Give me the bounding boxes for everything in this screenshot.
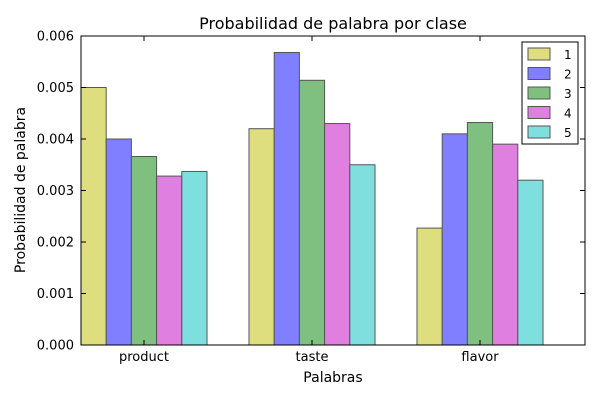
y-tick-label: 0.003 <box>37 184 74 199</box>
y-tick-label: 0.005 <box>37 81 74 96</box>
y-tick-label: 0.006 <box>37 30 74 45</box>
bar-flavor-series-4 <box>492 143 519 346</box>
legend-swatch-5 <box>527 125 551 139</box>
legend-swatch-2 <box>527 67 551 80</box>
y-tick-label: 0.001 <box>37 287 74 302</box>
bar-taste-series-3 <box>298 79 326 346</box>
bar-flavor-series-2 <box>441 133 468 346</box>
y-axis: 0.000 0.001 0.002 0.003 0.004 0.005 0.006 <box>37 30 585 354</box>
bar-product-series-1 <box>80 87 107 346</box>
bar-taste-series-1 <box>248 128 275 346</box>
bar-flavor-series-3 <box>466 122 494 346</box>
chart-title: Probabilidad de palabra por clase <box>199 14 467 33</box>
y-tick-label: 0.002 <box>37 236 74 251</box>
bar-product-series-2 <box>105 138 132 346</box>
y-axis-label: Probabilidad de palabra <box>13 107 29 273</box>
x-axis: product taste flavor <box>119 36 499 365</box>
bars-group <box>80 51 544 346</box>
bar-flavor-series-5 <box>517 179 544 346</box>
bar-taste-series-4 <box>324 123 351 346</box>
legend-swatch-3 <box>527 86 551 100</box>
bar-taste-series-5 <box>349 164 376 346</box>
legend-label-2: 2 <box>564 68 572 82</box>
bar-taste-series-2 <box>273 51 300 346</box>
x-tick-label-flavor: flavor <box>461 350 499 365</box>
y-tick-label: 0.004 <box>37 133 74 148</box>
plot-area: 0.000 0.001 0.002 0.003 0.004 0.005 0.006 prod… <box>37 30 586 365</box>
legend-label-3: 3 <box>564 87 572 101</box>
y-tick-label: 0.000 <box>37 339 74 354</box>
legend-swatch-1 <box>527 47 551 61</box>
x-axis-label: Palabras <box>303 370 362 386</box>
legend: 1 2 3 4 5 <box>521 41 579 145</box>
bar-product-series-5 <box>181 170 208 346</box>
bar-product-series-3 <box>130 156 158 346</box>
legend-label-1: 1 <box>564 48 572 62</box>
x-tick-label-product: product <box>119 350 169 365</box>
legend-label-5: 5 <box>564 126 572 140</box>
bar-product-series-4 <box>156 175 183 346</box>
x-tick-label-taste: taste <box>296 350 329 365</box>
bar-flavor-series-1 <box>416 227 443 346</box>
legend-label-4: 4 <box>564 107 572 121</box>
legend-swatch-4 <box>527 106 551 119</box>
